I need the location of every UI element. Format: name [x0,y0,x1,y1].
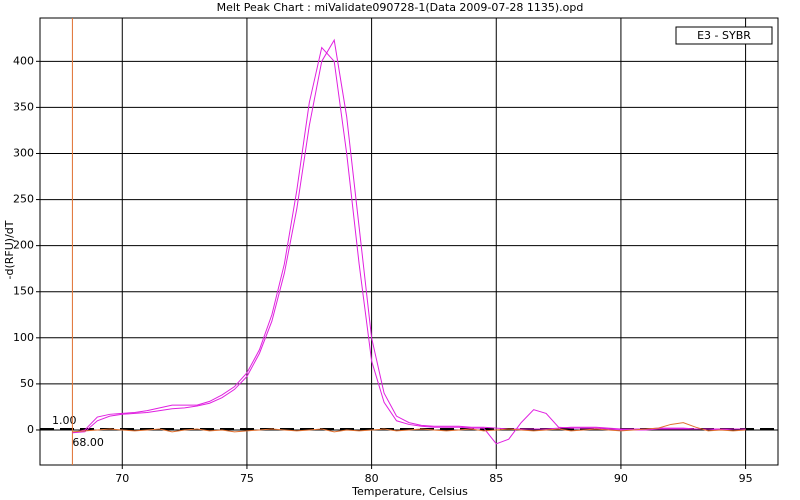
y-tick-label: 200 [13,239,34,252]
legend-box [675,26,773,45]
cursor-label: 68.00 [72,436,104,449]
data-line [72,38,746,434]
x-tick-label: 80 [365,472,379,485]
x-tick-label: 70 [115,472,129,485]
data-line [72,422,746,433]
x-axis-label: Temperature, Celsius [351,485,468,498]
y-tick-label: 100 [13,331,34,344]
x-tick-label: 95 [739,472,753,485]
legend-label: E3 - SYBR [697,29,751,42]
threshold-label: 1.00 [52,414,77,427]
y-tick-label: 50 [20,377,34,390]
y-tick-label: 400 [13,54,34,67]
x-tick-label: 85 [489,472,503,485]
y-axis-label: -d(RFU)/dT [3,220,16,279]
plot-area [39,17,779,466]
y-tick-label: 250 [13,193,34,206]
x-tick-label: 75 [240,472,254,485]
y-tick-label: 300 [13,146,34,159]
y-tick-label: 150 [13,285,34,298]
y-tick-label: 350 [13,100,34,113]
chart-title: Melt Peak Chart : miValidate090728-1(Dat… [217,1,584,14]
x-tick-label: 90 [614,472,628,485]
y-tick-label: 0 [27,423,34,436]
